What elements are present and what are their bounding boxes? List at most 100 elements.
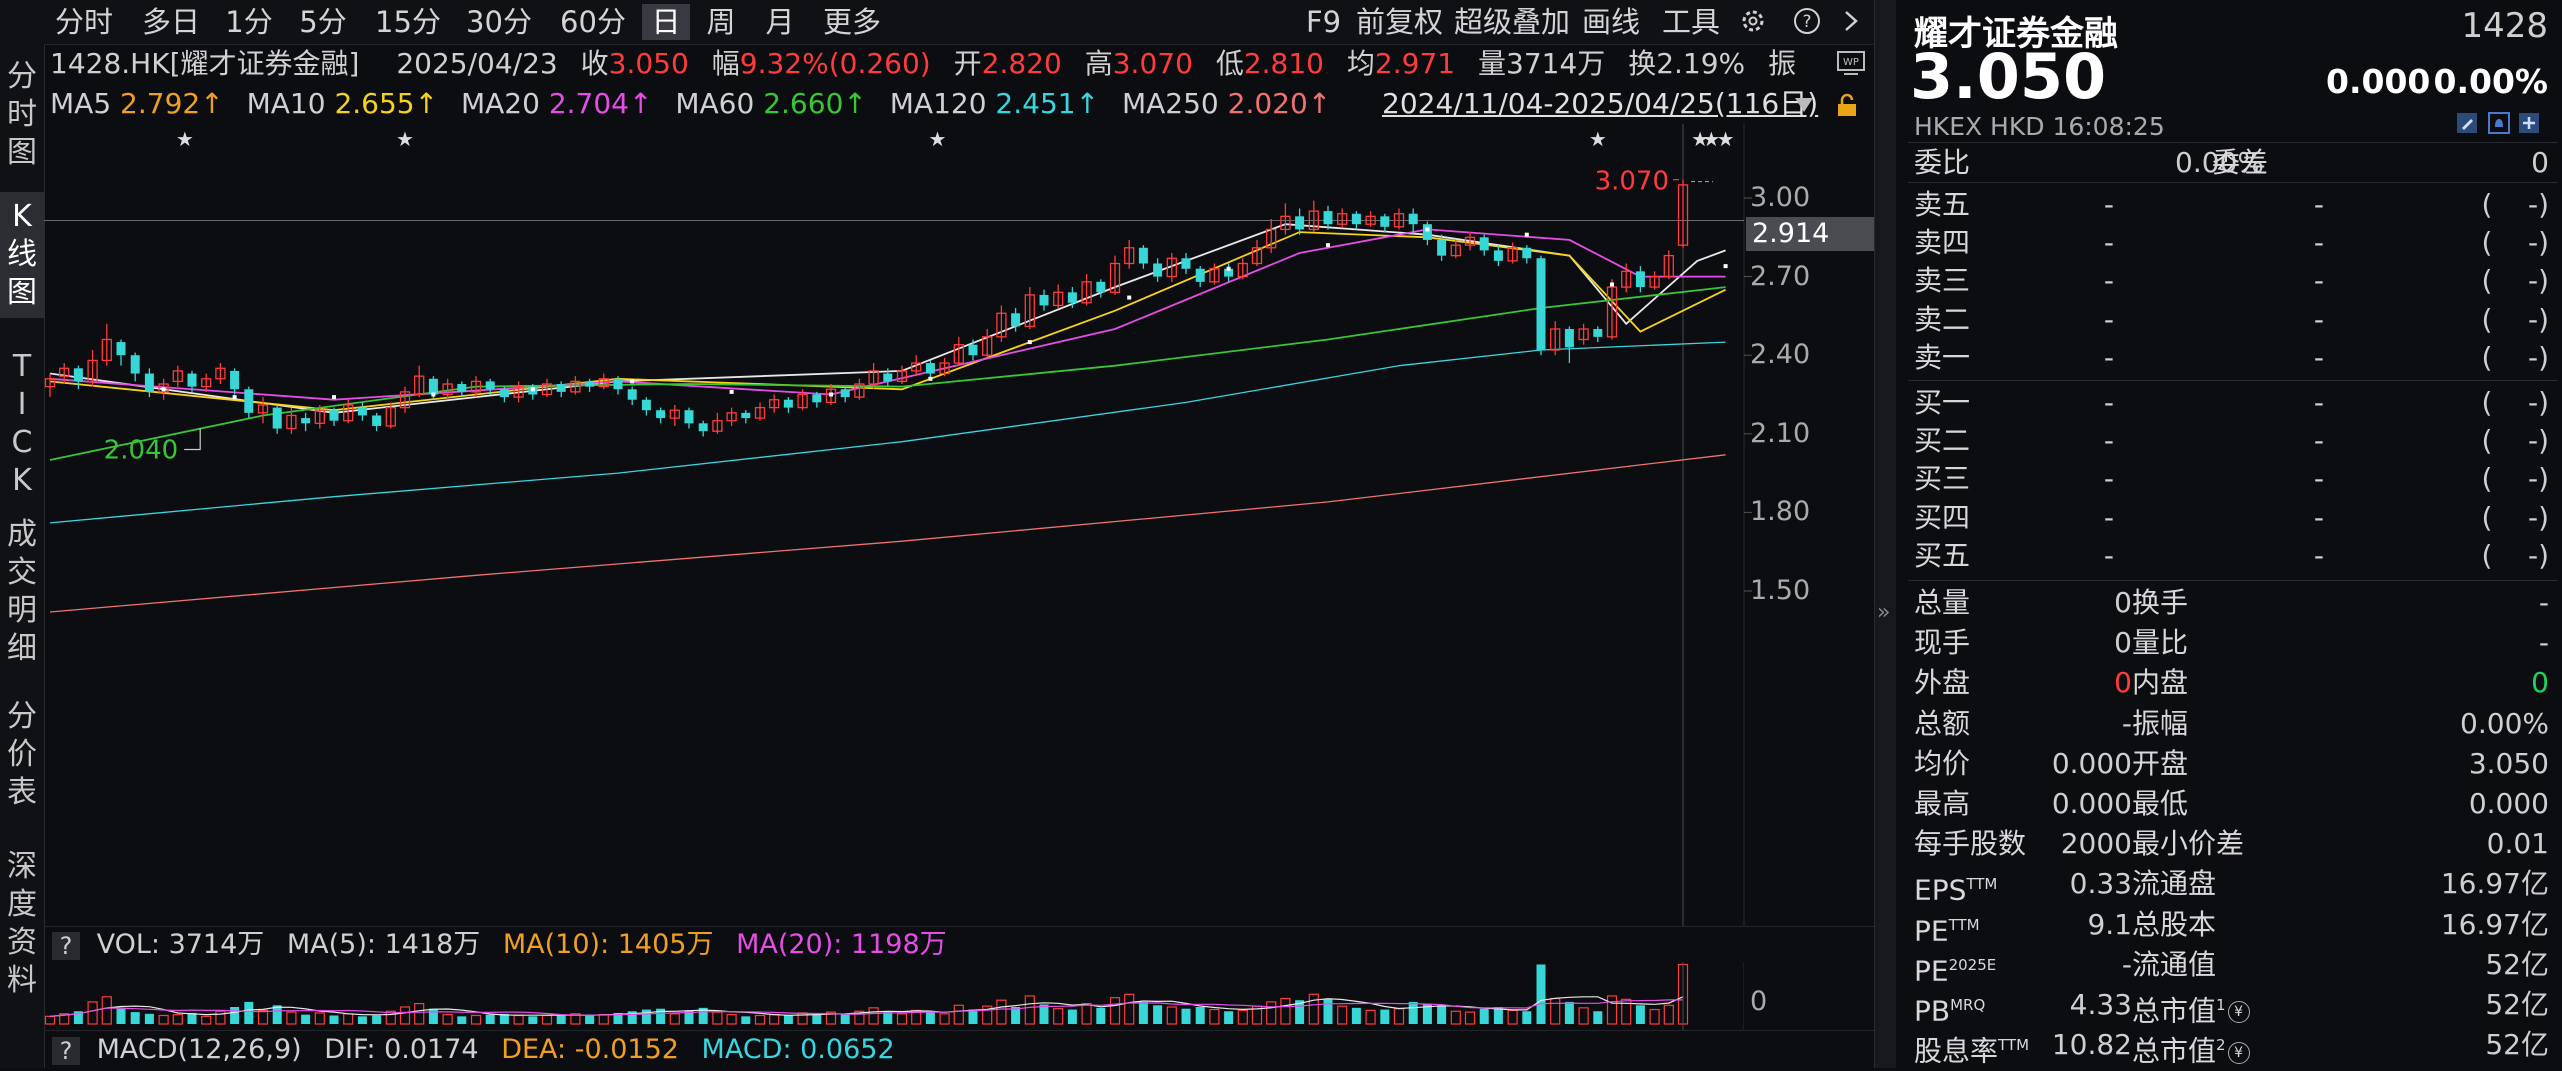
vol-ma10-line xyxy=(49,999,1683,1017)
candle xyxy=(1564,326,1574,364)
candle xyxy=(812,391,822,408)
ask-row: 卖三 - - ( -) xyxy=(1914,262,2554,300)
tool-2[interactable]: 超级叠加 xyxy=(1454,5,1571,39)
ask-count: ( -) xyxy=(2481,302,2549,336)
dropdown-triangle-icon[interactable] xyxy=(1793,96,1815,114)
add-watchlist-icon[interactable] xyxy=(2518,112,2540,134)
candle xyxy=(172,365,183,387)
panel-collapse-handle[interactable]: » xyxy=(1874,0,1897,1068)
ma-dot xyxy=(1723,264,1728,269)
period-tab-6[interactable]: 60分 xyxy=(560,5,626,39)
tool-1[interactable]: 前复权 xyxy=(1356,5,1444,39)
stat-value: 52亿 xyxy=(2485,947,2549,981)
volume-bar xyxy=(769,1014,780,1025)
candle xyxy=(1251,239,1263,267)
nav-intraday[interactable]: 分时图 xyxy=(0,52,44,178)
event-star-icon[interactable]: ★ xyxy=(929,127,947,151)
volume-bar xyxy=(968,1009,978,1024)
stats-row: 最高 0.000 最低 0.000 xyxy=(1914,785,2554,823)
alert-icon[interactable] xyxy=(2488,112,2510,134)
nav-char: 成 xyxy=(7,517,37,552)
wp-icon[interactable]: WP xyxy=(1836,48,1866,78)
bid-volume: - xyxy=(2313,538,2324,572)
period-tab-0[interactable]: 分时 xyxy=(54,5,113,39)
nav-depth-info[interactable]: 深度资料 xyxy=(0,842,44,1006)
stat-label: 量比 xyxy=(2132,626,2189,660)
tool-3[interactable]: 画线 xyxy=(1582,5,1641,39)
event-star-icon[interactable]: ★ xyxy=(1702,127,1720,151)
close-label: 收 xyxy=(580,47,609,80)
ask-row: 卖五 - - ( -) xyxy=(1914,186,2554,224)
tool-0[interactable]: F9 xyxy=(1306,5,1342,39)
bid-volume: - xyxy=(2313,462,2324,496)
currency-yen-icon[interactable]: ¥ xyxy=(2227,1041,2250,1064)
stats-row: PE2025E - 流通值 52亿 xyxy=(1914,946,2554,987)
volume-bar xyxy=(1039,1004,1049,1024)
volume-bar xyxy=(257,1009,269,1025)
high-label: 高 xyxy=(1084,47,1113,80)
volume-bar xyxy=(712,1011,723,1025)
ma-dot xyxy=(928,376,933,381)
gear-icon[interactable] xyxy=(1738,6,1768,36)
avg-value: 2.971 xyxy=(1374,47,1456,80)
ma5-value: 2.792↑ xyxy=(120,87,224,120)
date-range-selector[interactable]: 2024/11/04-2025/04/25(116日) xyxy=(1382,87,1819,120)
stat-label: 流通值 xyxy=(2132,947,2217,981)
period-tab-4[interactable]: 15分 xyxy=(375,5,441,39)
candle xyxy=(1593,326,1603,343)
macd-help-icon[interactable]: ? xyxy=(52,1036,80,1065)
candle xyxy=(1081,273,1092,306)
volume-bar xyxy=(1380,1009,1390,1024)
period-tab-7[interactable]: 日 xyxy=(642,4,690,40)
bid-price: - xyxy=(2103,538,2114,572)
ma-dot xyxy=(1524,232,1529,237)
period-tab-3[interactable]: 5分 xyxy=(299,5,347,39)
candle xyxy=(201,373,212,392)
period-tab-10[interactable]: 更多 xyxy=(822,5,881,39)
lock-icon[interactable] xyxy=(1834,92,1860,118)
stat-label: 总额 xyxy=(1914,706,1971,740)
exchange-time: HKEX HKD 16:08:25 xyxy=(1914,112,2165,141)
volume-bar xyxy=(457,1016,467,1024)
volume-help-icon[interactable]: ? xyxy=(52,931,80,960)
stat-value: 10.82 xyxy=(2051,1028,2132,1062)
stat-label: EPSTTM xyxy=(1914,873,1998,907)
period-tab-1[interactable]: 多日 xyxy=(141,5,200,39)
volume-bar xyxy=(1522,1011,1532,1024)
volume-bar xyxy=(372,1015,382,1024)
event-star-icon[interactable]: ★ xyxy=(1691,127,1709,151)
candle xyxy=(1677,179,1689,248)
period-tab-8[interactable]: 周 xyxy=(706,5,736,39)
period-tab-9[interactable]: 月 xyxy=(765,5,795,39)
ask-label: 卖四 xyxy=(1914,226,1971,260)
ma-dot xyxy=(1127,295,1132,300)
event-star-icon[interactable]: ★ xyxy=(176,127,194,151)
currency-yen-icon[interactable]: ¥ xyxy=(2227,1001,2250,1024)
help-icon[interactable]: ? xyxy=(1792,6,1822,36)
period-tab-5[interactable]: 30分 xyxy=(466,5,532,39)
period-tab-2[interactable]: 1分 xyxy=(225,5,273,39)
candle xyxy=(1011,308,1021,332)
low-value: 2.810 xyxy=(1243,47,1324,80)
event-star-icon[interactable]: ★ xyxy=(1589,127,1607,151)
avg-label: 均 xyxy=(1346,47,1375,80)
event-star-icon[interactable]: ★ xyxy=(1717,127,1735,151)
bid-volume: - xyxy=(2313,386,2324,419)
candle xyxy=(101,323,112,366)
bid-row: 买三 - - ( -) xyxy=(1914,460,2554,498)
volume-chart[interactable] xyxy=(44,962,1744,1030)
edit-icon[interactable] xyxy=(2456,112,2478,134)
nav-price-table[interactable]: 分价表 xyxy=(0,692,44,818)
nav-char: 度 xyxy=(7,887,37,922)
bid-count: ( -) xyxy=(2481,424,2549,458)
tool-4[interactable]: 工具 xyxy=(1662,5,1721,39)
volume-bar xyxy=(272,1005,282,1024)
ma-dot xyxy=(1425,227,1430,232)
chevron-right-icon[interactable] xyxy=(1836,6,1866,36)
nav-trade-detail[interactable]: 成交明细 xyxy=(0,510,44,674)
volume-bar xyxy=(613,1012,623,1024)
event-star-icon[interactable]: ★ xyxy=(396,127,414,151)
